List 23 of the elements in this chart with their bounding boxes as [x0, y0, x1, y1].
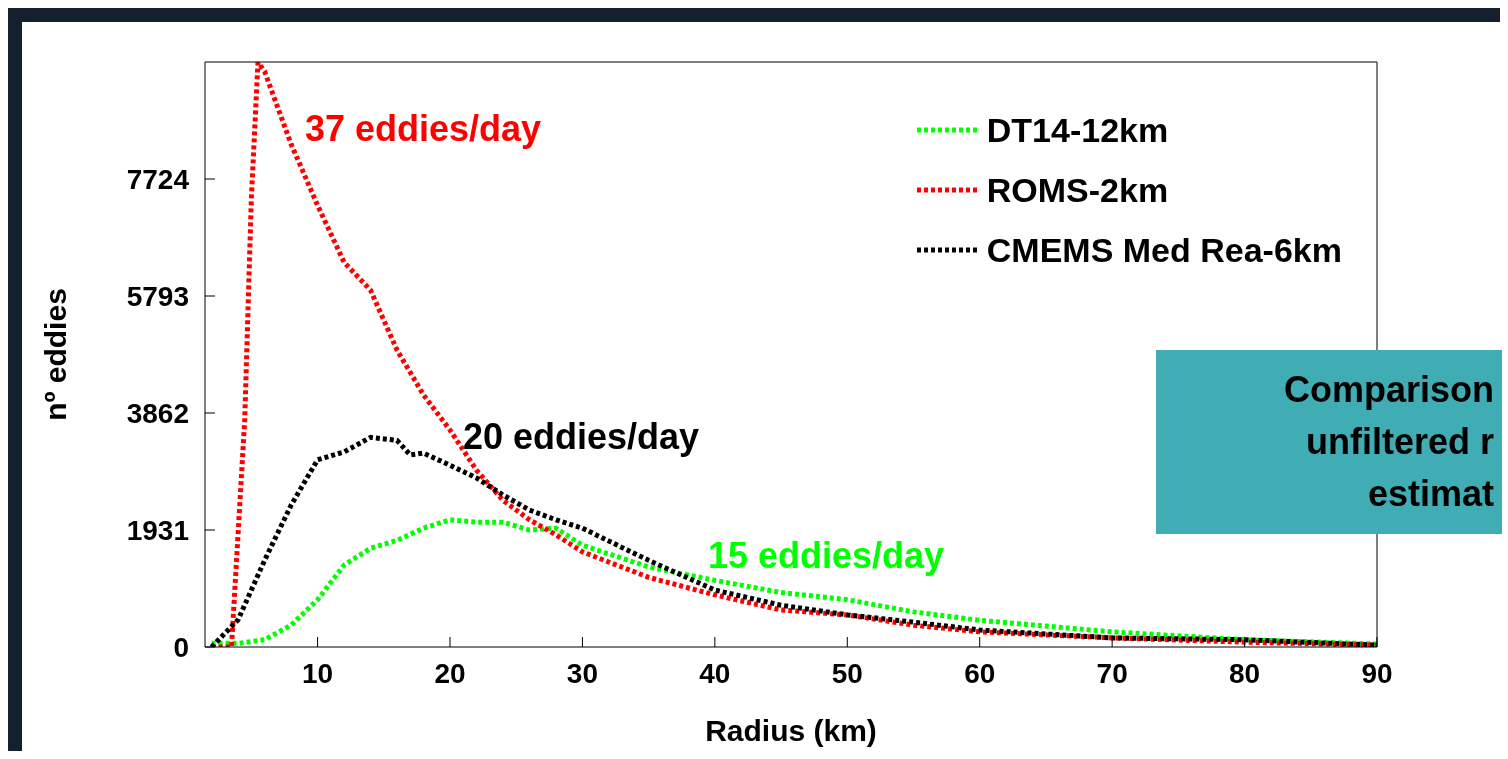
- x-axis-title: Radius (km): [705, 714, 877, 747]
- text-box: Comparison unfiltered r estimat: [1156, 350, 1502, 534]
- x-tick-label: 70: [1096, 657, 1128, 689]
- legend-label: DT14-12km: [986, 110, 1169, 150]
- y-tick-label: 3862: [126, 397, 189, 429]
- legend-label: CMEMS Med Rea-6km: [986, 230, 1342, 270]
- y-tick-label: 5793: [126, 280, 189, 312]
- annotation: 15 eddies/day: [708, 535, 945, 577]
- x-tick-label: 30: [566, 657, 598, 689]
- y-axis-title: nº eddies: [38, 288, 72, 421]
- x-tick-label: 80: [1228, 657, 1261, 689]
- x-tick-label: 20: [434, 657, 466, 689]
- x-tick-label: 10: [301, 657, 334, 689]
- annotation: 20 eddies/day: [463, 416, 700, 458]
- annotation: 37 eddies/day: [305, 108, 542, 150]
- y-tick-label: 1931: [126, 514, 189, 546]
- legend-label: ROMS-2km: [986, 170, 1169, 210]
- x-tick-label: 60: [964, 657, 996, 689]
- x-tick-label: 50: [831, 657, 863, 689]
- x-tick-label: 90: [1361, 657, 1393, 689]
- y-tick-label: 0: [173, 631, 189, 663]
- y-tick-label: 7724: [126, 163, 190, 195]
- x-tick-label: 40: [699, 657, 731, 689]
